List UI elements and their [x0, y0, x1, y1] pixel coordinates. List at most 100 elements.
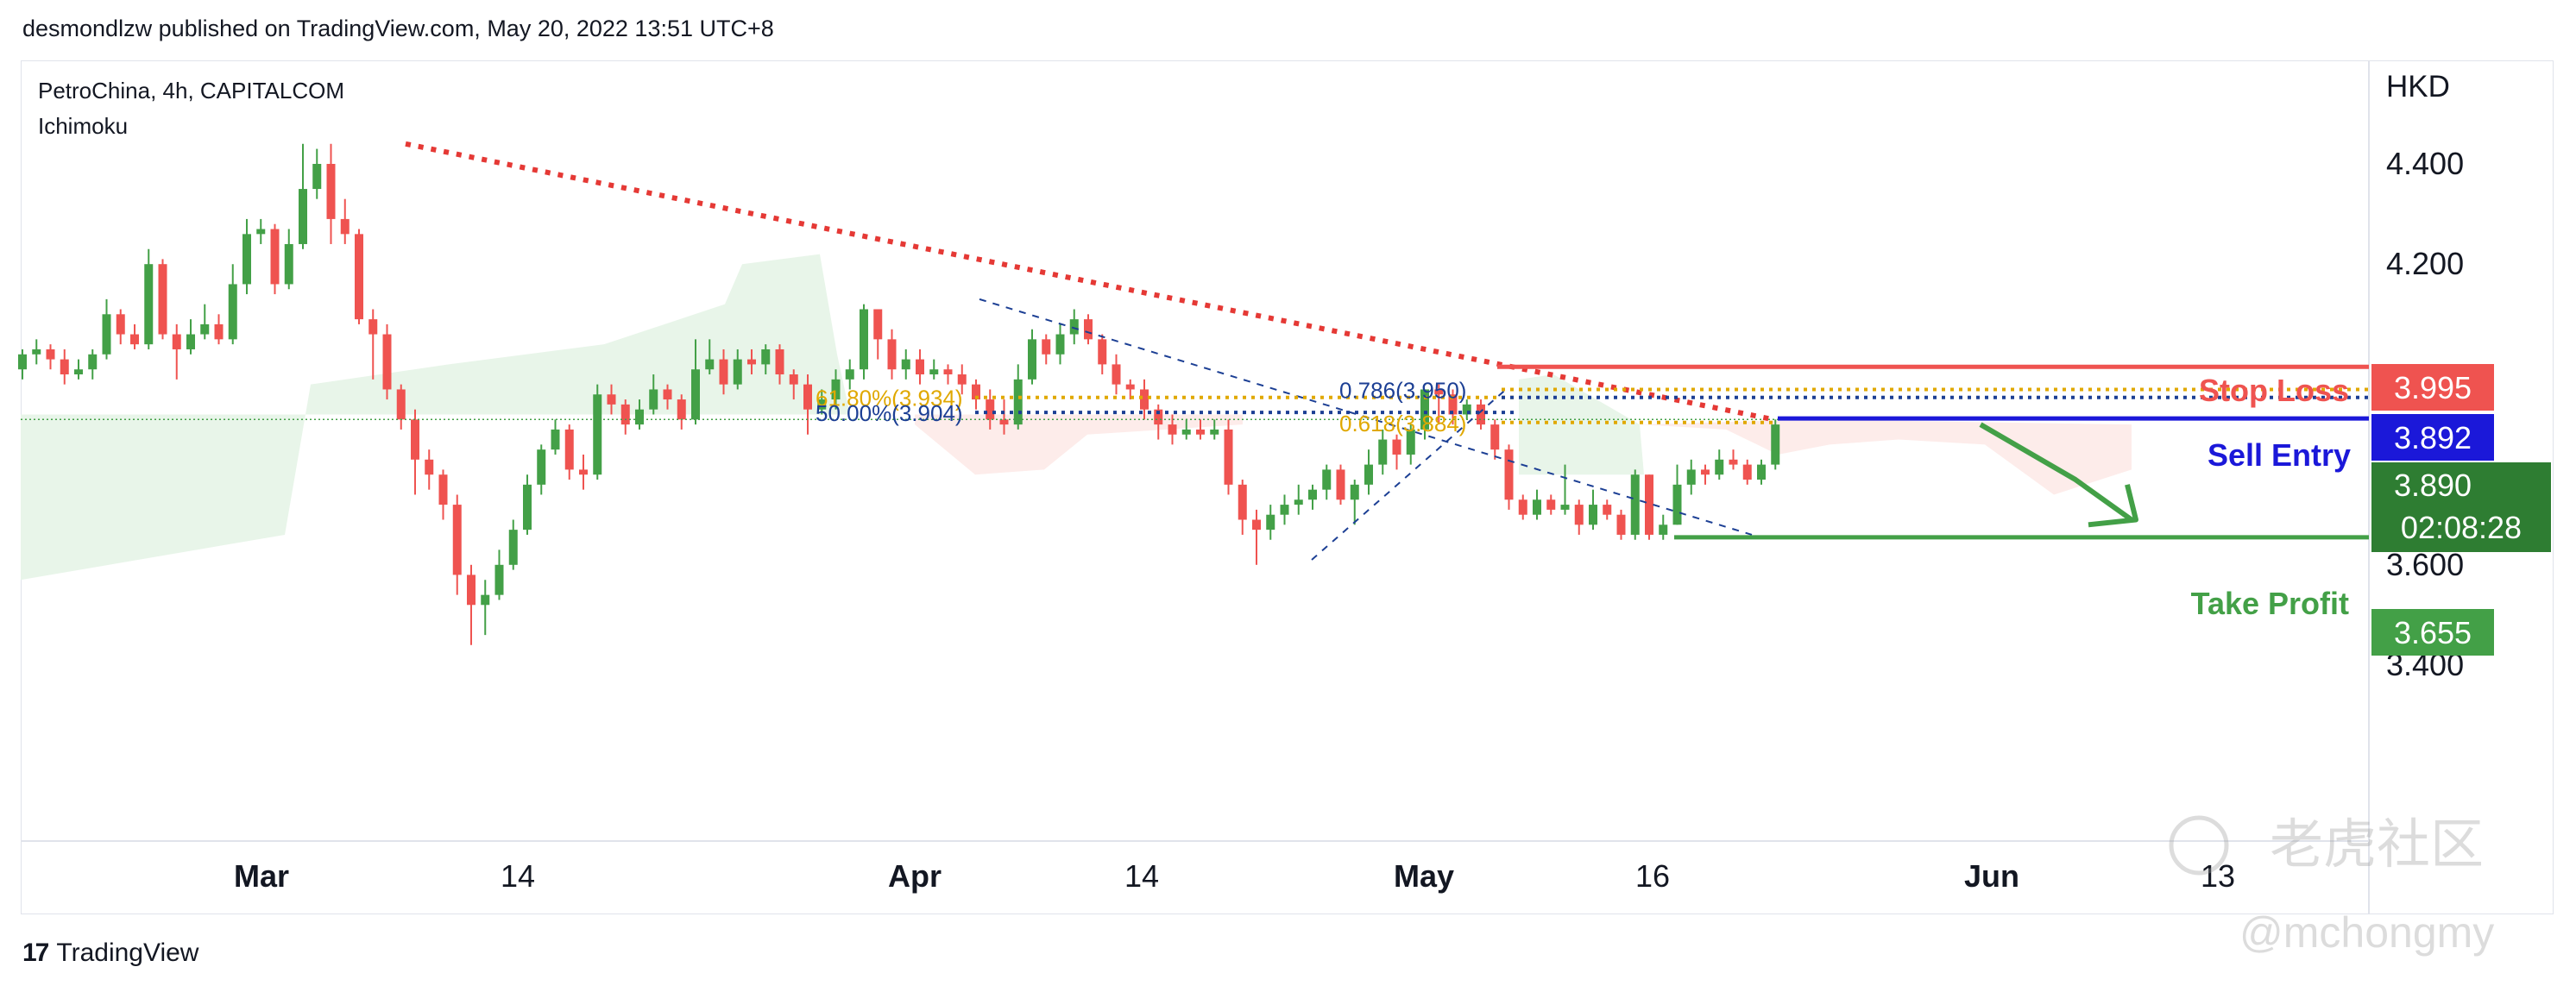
- candle-body: [929, 369, 939, 375]
- price-tick: 4.400: [2386, 146, 2464, 181]
- candle-body: [943, 369, 953, 375]
- candle-body: [564, 429, 574, 470]
- candle-body: [1574, 505, 1584, 525]
- candle-body: [200, 323, 210, 335]
- candle-body: [368, 319, 378, 335]
- time-tick: Apr: [888, 858, 942, 894]
- candle-body: [242, 234, 251, 285]
- projection-arrow-head: [2088, 484, 2138, 528]
- candle-body: [537, 449, 546, 485]
- candle-body: [1084, 319, 1093, 340]
- candle-body: [46, 348, 55, 360]
- stop-loss-group: Stop Loss 3.995: [2199, 364, 2494, 411]
- candle-body: [733, 359, 742, 385]
- candle-body: [158, 264, 167, 335]
- drawings: 61.80%(3.934)50.00%(3.904) 0.786(3.950) 0.…: [21, 141, 2369, 561]
- candle-body: [691, 369, 700, 420]
- candle-body: [438, 474, 448, 505]
- candle-body: [172, 334, 181, 349]
- candle-body: [411, 419, 419, 460]
- sell-entry-price: 3.892: [2394, 420, 2472, 455]
- time-tick: 14: [501, 858, 535, 894]
- sell-entry-price-tag: [2371, 414, 2494, 461]
- candle-body: [1533, 499, 1541, 515]
- candle-body: [1042, 339, 1051, 355]
- candle-body: [1168, 424, 1177, 435]
- price-tick: 3.600: [2386, 547, 2464, 582]
- candle-body: [144, 264, 154, 345]
- watermark-text: 老虎社区: [2270, 815, 2484, 875]
- candle-body: [761, 348, 771, 365]
- candle-body: [916, 359, 924, 375]
- fib-level-label: 50.00%(3.904): [816, 400, 963, 426]
- candle-body: [1616, 514, 1626, 535]
- candle-body: [1238, 484, 1247, 520]
- candle-body: [1098, 339, 1107, 365]
- candle-body: [1252, 519, 1261, 531]
- candle-body: [1181, 429, 1191, 435]
- price-tick: 4.200: [2386, 246, 2464, 281]
- candle-body: [1448, 394, 1458, 415]
- candle-body: [494, 564, 504, 595]
- candle-body: [1392, 439, 1401, 455]
- candle-body: [1196, 429, 1205, 435]
- last-price-tag: [2371, 462, 2551, 552]
- take-profit-price-tag: [2371, 609, 2494, 656]
- candle-body: [1140, 389, 1149, 410]
- candle-body: [1462, 404, 1471, 415]
- candle-body: [775, 348, 784, 375]
- fib-base-line: [979, 298, 1753, 536]
- candle-body: [74, 369, 83, 375]
- candle-body: [1308, 489, 1317, 500]
- time-axis[interactable]: Mar 14 Apr 14 May 16 Jun 13: [234, 858, 2235, 894]
- cloud-green-segment: [21, 254, 850, 581]
- candle-body: [607, 394, 616, 405]
- tradingview-logo-icon: 17: [22, 939, 49, 967]
- candle-body: [1589, 505, 1597, 525]
- candle-body: [326, 164, 336, 219]
- candle-body: [1560, 505, 1570, 510]
- time-tick: Jun: [1964, 858, 2019, 894]
- candle-body: [719, 359, 728, 385]
- candle-body: [649, 389, 658, 410]
- watermark-handle: @mchongmy: [2239, 908, 2494, 957]
- candle-body: [1028, 339, 1036, 380]
- projection-arrow: [1979, 422, 2133, 522]
- candle-body: [186, 334, 195, 349]
- stop-loss-price: 3.995: [2394, 370, 2472, 405]
- candle-body: [1069, 319, 1079, 335]
- candle-body: [1364, 464, 1373, 485]
- candle-body: [1294, 499, 1303, 505]
- candle-body: [845, 369, 854, 380]
- last-price-group: 3.890 02:08:28: [2371, 462, 2551, 552]
- time-tick: 14: [1124, 858, 1159, 894]
- footer-brand[interactable]: 17 TradingView: [22, 939, 198, 968]
- candle-body: [1490, 424, 1500, 450]
- cloud-green-segment: [1519, 374, 1644, 475]
- candle-body: [1645, 474, 1653, 535]
- candle-body: [1630, 474, 1640, 535]
- candle-body: [705, 359, 715, 370]
- candle-body: [481, 594, 490, 606]
- legend-indicator[interactable]: Ichimoku: [38, 113, 129, 139]
- candle-body: [1729, 459, 1738, 465]
- candle-body: [677, 399, 686, 420]
- fib-level-label: 61.80%(3.934): [816, 386, 963, 411]
- candle-body: [817, 399, 827, 410]
- candle-body: [228, 284, 237, 340]
- candle-body: [873, 309, 883, 340]
- candle-body: [1715, 459, 1724, 475]
- candle-body: [1686, 469, 1696, 485]
- candle-body: [789, 374, 798, 385]
- candle-body: [467, 574, 476, 606]
- candle-body: [102, 314, 111, 355]
- candle-body: [1518, 499, 1527, 515]
- candle-body: [747, 359, 756, 365]
- time-tick: May: [1394, 858, 1454, 894]
- candle-body: [831, 379, 841, 400]
- candle-body: [579, 469, 588, 475]
- candle-body: [999, 419, 1009, 425]
- legend-symbol[interactable]: PetroChina, 4h, CAPITALCOM: [38, 78, 344, 104]
